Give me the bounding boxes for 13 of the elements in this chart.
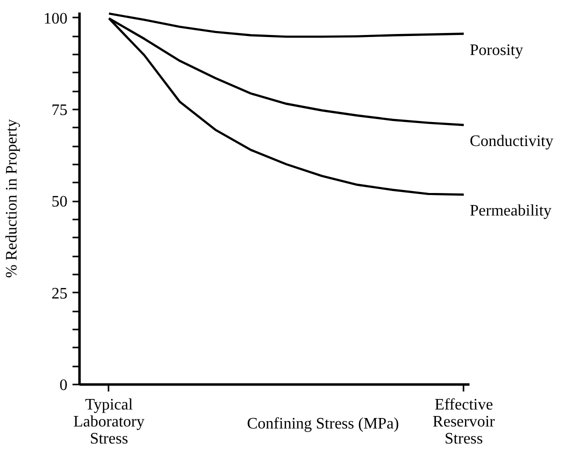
y-tick-label: 50 bbox=[52, 194, 68, 211]
x-tick-label: Effective Reservoir Stress bbox=[432, 396, 496, 448]
y-tick-label: 0 bbox=[60, 377, 68, 394]
x-tick-label: Typical Laboratory Stress bbox=[73, 396, 144, 448]
x-axis-title: Confining Stress (MPa) bbox=[247, 416, 399, 432]
series-label: Conductivity bbox=[470, 133, 554, 150]
series-label: Porosity bbox=[470, 42, 524, 59]
y-tick-label: 25 bbox=[52, 285, 68, 302]
y-tick-label: 100 bbox=[44, 10, 68, 28]
line-series bbox=[108, 12, 465, 38]
y-axis-title: % Reduction in Property bbox=[4, 119, 20, 278]
y-tick-label: 75 bbox=[52, 102, 68, 120]
series-label: Permeability bbox=[470, 202, 552, 220]
